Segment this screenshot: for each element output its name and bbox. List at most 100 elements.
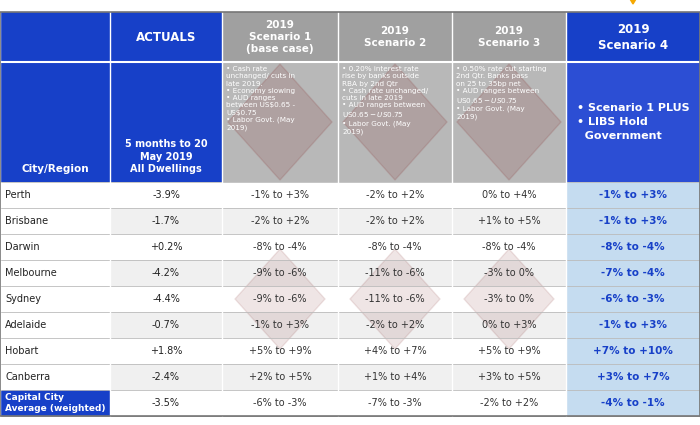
Text: +5% to +9%: +5% to +9%: [477, 346, 540, 356]
Bar: [110, 286, 222, 312]
Bar: [0, 364, 110, 390]
Bar: [222, 312, 338, 338]
Text: -8% to -4%: -8% to -4%: [482, 242, 536, 252]
Bar: [338, 390, 452, 416]
Text: +3% to +7%: +3% to +7%: [596, 372, 669, 382]
Text: -4.4%: -4.4%: [152, 294, 180, 304]
Bar: [566, 62, 700, 182]
Text: -2.4%: -2.4%: [152, 372, 180, 382]
Bar: [338, 286, 452, 312]
Text: Darwin: Darwin: [5, 242, 40, 252]
Bar: [338, 208, 452, 234]
Text: -4% to -1%: -4% to -1%: [601, 398, 665, 408]
Polygon shape: [350, 249, 440, 349]
Text: -6% to -3%: -6% to -3%: [601, 294, 665, 304]
Text: -2% to +2%: -2% to +2%: [366, 320, 424, 330]
Text: 2019
Scenario 4: 2019 Scenario 4: [598, 23, 668, 51]
Bar: [338, 234, 452, 260]
Bar: [338, 62, 452, 182]
Bar: [338, 312, 452, 338]
Text: 2019
Scenario 2: 2019 Scenario 2: [364, 26, 426, 48]
Bar: [110, 260, 222, 286]
Bar: [566, 208, 700, 234]
Bar: [0, 182, 110, 208]
Text: -8% to -4%: -8% to -4%: [601, 242, 665, 252]
Bar: [566, 312, 700, 338]
Polygon shape: [343, 64, 447, 180]
Polygon shape: [235, 249, 325, 349]
Bar: [452, 364, 566, 390]
Bar: [110, 312, 222, 338]
Bar: [222, 234, 338, 260]
Text: 2019
Scenario 3: 2019 Scenario 3: [478, 26, 540, 48]
Bar: [452, 338, 566, 364]
Text: +1% to +4%: +1% to +4%: [364, 372, 426, 382]
Text: Adelaide: Adelaide: [5, 320, 48, 330]
Text: 0% to +4%: 0% to +4%: [482, 190, 536, 200]
Bar: [566, 286, 700, 312]
Text: +0.2%: +0.2%: [150, 242, 182, 252]
Bar: [110, 234, 222, 260]
Bar: [0, 260, 110, 286]
Text: +5% to +9%: +5% to +9%: [248, 346, 312, 356]
Text: +4% to +7%: +4% to +7%: [364, 346, 426, 356]
Text: -1% to +3%: -1% to +3%: [599, 216, 667, 226]
Bar: [0, 62, 222, 182]
Bar: [222, 12, 338, 62]
Bar: [222, 260, 338, 286]
Text: -8% to -4%: -8% to -4%: [253, 242, 307, 252]
Polygon shape: [228, 64, 332, 180]
Bar: [110, 12, 222, 62]
Text: -2% to +2%: -2% to +2%: [366, 216, 424, 226]
Text: -1% to +3%: -1% to +3%: [599, 320, 667, 330]
Text: City/Region: City/Region: [21, 164, 89, 174]
Bar: [222, 364, 338, 390]
Text: -9% to -6%: -9% to -6%: [253, 268, 307, 278]
Text: +3% to +5%: +3% to +5%: [477, 372, 540, 382]
Text: -2% to +2%: -2% to +2%: [366, 190, 424, 200]
Text: -11% to -6%: -11% to -6%: [365, 268, 425, 278]
Bar: [110, 182, 222, 208]
Text: Sydney: Sydney: [5, 294, 41, 304]
Bar: [452, 12, 566, 62]
Text: -2% to +2%: -2% to +2%: [480, 398, 538, 408]
Text: • Cash rate
unchanged/ cuts in
late 2019.
• Economy slowing
• AUD ranges
between: • Cash rate unchanged/ cuts in late 2019…: [226, 66, 295, 131]
Bar: [452, 62, 566, 182]
Bar: [222, 208, 338, 234]
Bar: [338, 182, 452, 208]
Text: 2019
Scenario 1
(base case): 2019 Scenario 1 (base case): [246, 20, 314, 54]
Text: -11% to -6%: -11% to -6%: [365, 294, 425, 304]
Text: ACTUALS: ACTUALS: [136, 31, 196, 43]
Bar: [222, 286, 338, 312]
Text: -6% to -3%: -6% to -3%: [253, 398, 307, 408]
Text: Canberra: Canberra: [5, 372, 50, 382]
Bar: [566, 12, 700, 62]
Bar: [338, 364, 452, 390]
Bar: [566, 182, 700, 208]
Bar: [0, 312, 110, 338]
Bar: [0, 208, 110, 234]
Text: Perth: Perth: [5, 190, 31, 200]
Bar: [0, 338, 110, 364]
Bar: [0, 12, 110, 62]
Text: -1.7%: -1.7%: [152, 216, 180, 226]
Text: • 0.20% interest rate
rise by banks outside
RBA by 2nd Qtr
• Cash rate unchanged: • 0.20% interest rate rise by banks outs…: [342, 66, 428, 134]
Text: -8% to -4%: -8% to -4%: [368, 242, 421, 252]
Bar: [452, 208, 566, 234]
Bar: [566, 390, 700, 416]
Text: Brisbane: Brisbane: [5, 216, 48, 226]
Bar: [222, 62, 338, 182]
Bar: [452, 312, 566, 338]
FancyArrow shape: [615, 0, 651, 4]
Text: -0.7%: -0.7%: [152, 320, 180, 330]
Text: -3.9%: -3.9%: [152, 190, 180, 200]
Bar: [452, 234, 566, 260]
Text: 0% to +3%: 0% to +3%: [482, 320, 536, 330]
Bar: [0, 286, 110, 312]
Bar: [452, 286, 566, 312]
Text: +1% to +5%: +1% to +5%: [477, 216, 540, 226]
Text: • 0.50% rate cut starting
2nd Qtr. Banks pass
on 25 to 35bp net
• AUD ranges bet: • 0.50% rate cut starting 2nd Qtr. Banks…: [456, 66, 547, 120]
Text: Melbourne: Melbourne: [5, 268, 57, 278]
Text: -2% to +2%: -2% to +2%: [251, 216, 309, 226]
Text: -7% to -4%: -7% to -4%: [601, 268, 665, 278]
